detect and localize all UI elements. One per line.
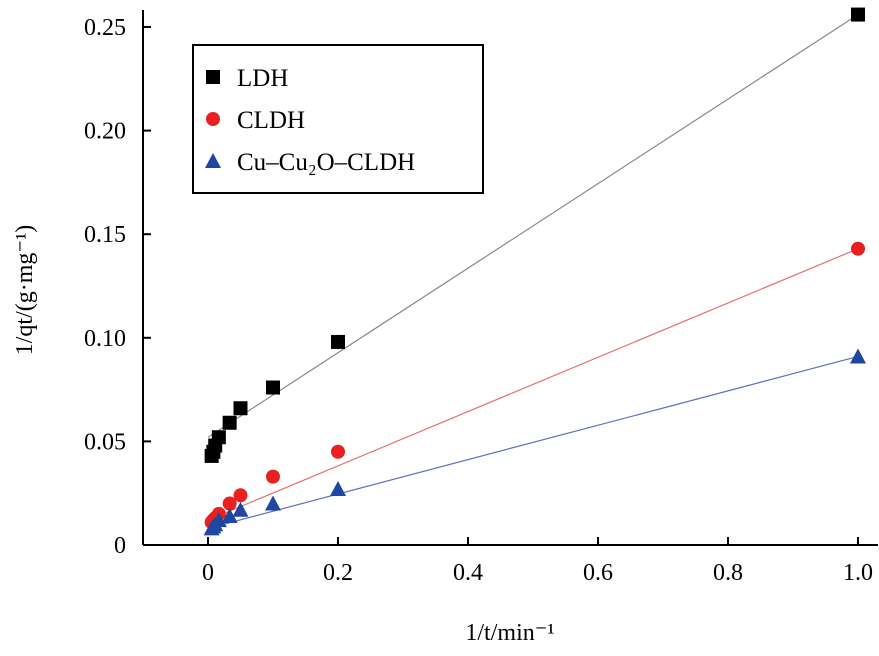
legend-label: LDH: [237, 65, 288, 92]
data-point: [850, 348, 866, 364]
data-point: [232, 501, 249, 517]
data-point: [330, 481, 346, 497]
legend-marker: [205, 153, 221, 168]
x-tick-label: 0: [202, 560, 214, 586]
legend-label: CLDH: [237, 107, 305, 134]
y-tick-label: 0.15: [84, 222, 126, 248]
y-tick-label: 0.10: [84, 326, 126, 352]
data-point: [265, 495, 281, 511]
fit-line-1: [207, 248, 859, 521]
data-point: [233, 401, 248, 416]
data-point: [203, 520, 220, 536]
y-axis-label: 1/qt/(g·mg⁻¹): [12, 225, 38, 356]
data-point: [266, 469, 280, 484]
y-tick-label: 0.20: [84, 119, 126, 145]
data-point: [331, 334, 345, 349]
x-tick-label: 0.4: [453, 560, 483, 586]
data-point: [222, 415, 237, 430]
x-tick-label: 0.6: [583, 560, 613, 586]
data-point: [266, 380, 280, 395]
x-tick-label: 0.2: [323, 560, 353, 586]
x-tick-label: 1.0: [843, 560, 873, 586]
data-point: [851, 7, 865, 22]
y-tick-label: 0: [114, 533, 126, 559]
data-point: [221, 507, 238, 523]
legend-label: Cu–Cu₂O–CLDH: [237, 149, 415, 176]
legend-marker: [206, 70, 220, 84]
fit-line-2: [207, 355, 859, 530]
data-point: [233, 488, 248, 503]
legend-marker: [206, 112, 220, 126]
data-point: [851, 241, 865, 256]
y-tick-label: 0.25: [84, 15, 126, 41]
data-point: [204, 448, 219, 463]
x-axis-label: 1/t/min⁻¹: [465, 620, 554, 646]
data-point: [331, 444, 345, 459]
legend: LDH CLDH Cu–Cu₂O–CLDH: [192, 44, 484, 194]
fit-line-0: [207, 14, 859, 438]
x-tick-label: 0.8: [713, 560, 743, 586]
y-tick-label: 0.05: [84, 429, 126, 455]
data-point: [222, 496, 237, 511]
